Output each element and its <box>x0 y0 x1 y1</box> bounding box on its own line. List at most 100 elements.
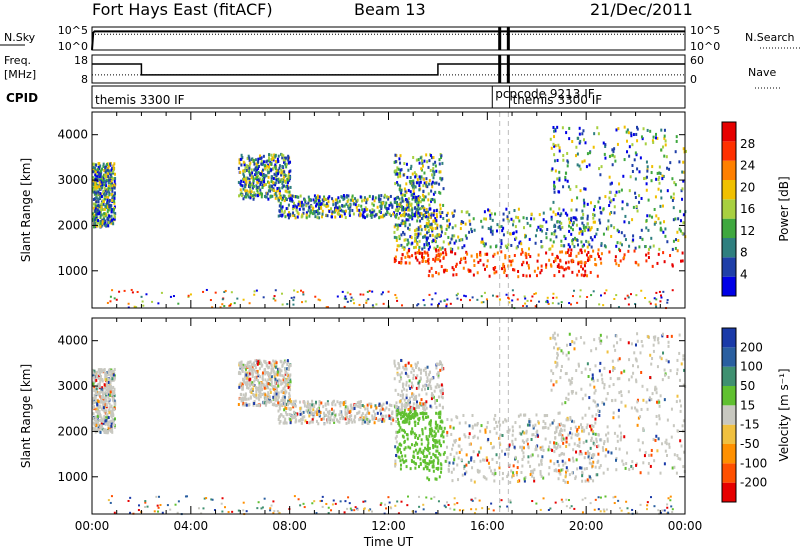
echo-cell <box>350 198 353 202</box>
echo-cell <box>442 251 445 255</box>
echo-cell <box>556 363 559 367</box>
echo-cell <box>424 227 427 231</box>
echo-cell <box>422 177 425 181</box>
echo-cell <box>115 298 118 301</box>
echo-cell <box>404 402 407 406</box>
echo-cell <box>570 216 573 220</box>
echo-cell <box>101 222 104 226</box>
echo-cell <box>409 396 412 400</box>
echo-cell <box>585 253 588 257</box>
echo-cell <box>435 405 438 409</box>
echo-cell <box>638 194 641 198</box>
echo-cell <box>292 303 295 306</box>
echo-cell <box>598 409 601 413</box>
echo-cell <box>368 402 371 406</box>
echo-cell <box>412 377 415 381</box>
echo-cell <box>676 358 679 362</box>
echo-cell <box>136 290 139 293</box>
echo-cell <box>401 454 404 458</box>
echo-cell <box>426 225 429 229</box>
echo-cell <box>396 172 399 176</box>
echo-cell <box>617 306 620 309</box>
echo-cell <box>493 271 496 275</box>
echo-cell <box>378 210 381 214</box>
echo-cell <box>262 371 265 375</box>
echo-cell <box>570 303 573 306</box>
echo-cell <box>401 193 404 197</box>
echo-cell <box>614 348 617 352</box>
echo-cell <box>264 164 267 168</box>
echo-cell <box>549 137 552 141</box>
echo-cell <box>468 299 471 302</box>
echo-cell <box>431 429 434 433</box>
chart-title: Fort Hays East (fitACF) <box>92 0 273 19</box>
echo-cell <box>612 198 615 202</box>
echo-cell <box>435 426 438 430</box>
echo-cell <box>99 208 102 212</box>
echo-cell <box>643 454 646 458</box>
echo-cell <box>336 400 339 404</box>
echo-cell <box>565 470 568 474</box>
echo-cell <box>255 168 258 172</box>
echo-cell <box>95 163 98 167</box>
echo-cell <box>278 192 281 196</box>
echo-cell <box>660 148 663 152</box>
echo-cell <box>418 379 421 383</box>
echo-cell <box>401 196 404 200</box>
echo-cell <box>627 249 630 253</box>
echo-cell <box>95 200 98 204</box>
echo-cell <box>640 228 643 232</box>
echo-cell <box>239 188 242 192</box>
echo-cell <box>109 300 112 303</box>
echo-cell <box>631 460 634 464</box>
echo-cell <box>93 197 96 201</box>
echo-cell <box>596 403 599 407</box>
echo-cell <box>592 455 595 459</box>
echo-cell <box>479 459 482 463</box>
echo-cell <box>439 453 442 457</box>
echo-cell <box>407 168 410 172</box>
echo-cell <box>462 220 465 224</box>
echo-cell <box>646 175 649 179</box>
echo-cell <box>583 467 586 471</box>
echo-cell <box>583 187 586 191</box>
echo-cell <box>279 194 282 198</box>
echo-cell <box>96 420 99 424</box>
echo-cell <box>270 369 273 373</box>
echo-cell <box>100 397 103 401</box>
echo-cell <box>288 190 291 194</box>
echo-cell <box>571 471 574 475</box>
echo-cell <box>652 140 655 144</box>
echo-cell <box>418 198 421 202</box>
echo-cell <box>512 219 515 223</box>
echo-cell <box>428 383 431 387</box>
echo-cell <box>595 347 598 351</box>
echo-cell <box>495 453 498 457</box>
echo-cell <box>248 181 251 185</box>
echo-cell <box>659 471 662 475</box>
echo-cell <box>410 236 413 240</box>
echo-cell <box>495 460 498 464</box>
echo-cell <box>420 167 423 171</box>
echo-cell <box>242 298 245 301</box>
echo-cell <box>257 379 260 383</box>
echo-cell <box>473 434 476 438</box>
echo-cell <box>507 448 510 452</box>
echo-cell <box>393 361 396 365</box>
echo-cell <box>427 192 430 196</box>
echo-cell <box>405 203 408 207</box>
echo-cell <box>434 226 437 230</box>
echo-cell <box>441 177 444 181</box>
echo-cell <box>421 388 424 392</box>
echo-cell <box>426 384 429 388</box>
echo-cell <box>520 432 523 436</box>
echo-cell <box>431 460 434 464</box>
echo-cell <box>568 229 571 233</box>
echo-cell <box>370 211 373 215</box>
echo-cell <box>403 187 406 191</box>
echo-cell <box>328 195 331 199</box>
echo-cell <box>280 171 283 175</box>
echo-cell <box>279 201 282 205</box>
echo-cell <box>494 471 497 475</box>
echo-cell <box>569 219 572 223</box>
